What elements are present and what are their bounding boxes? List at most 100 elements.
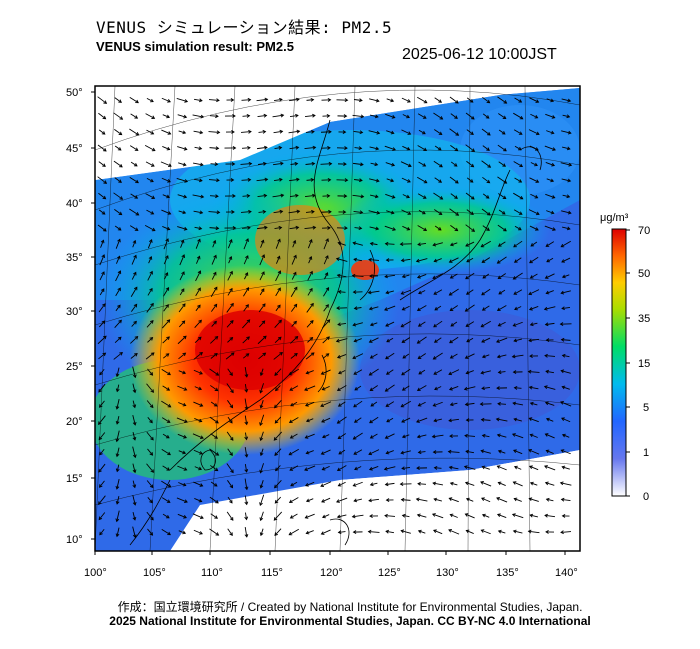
wind-arrow <box>464 386 476 390</box>
wind-arrow-head <box>118 179 122 183</box>
wind-arrow <box>114 225 122 231</box>
wind-arrow <box>132 480 136 488</box>
wind-arrow-head <box>278 319 282 324</box>
wind-arrow <box>512 354 524 358</box>
wind-arrow-head <box>401 274 406 279</box>
wind-arrow-head <box>352 436 357 440</box>
wind-arrow-head <box>480 529 485 533</box>
wind-arrow-head <box>502 115 507 120</box>
wind-arrow-head <box>511 354 516 359</box>
wind-arrow-head <box>293 303 298 308</box>
wind-arrow <box>193 401 203 407</box>
wind-arrow <box>290 163 298 165</box>
wind-arrow-head <box>369 355 374 359</box>
lat-tick-label: 15° <box>66 473 83 485</box>
wind-arrow-head <box>400 291 405 295</box>
wind-arrow-head <box>487 164 492 168</box>
wind-arrow <box>384 305 396 311</box>
wind-arrow-head <box>165 353 170 357</box>
wind-arrow-head <box>263 161 267 166</box>
wind-arrow <box>385 243 395 245</box>
wind-arrow-head <box>133 271 137 276</box>
wind-arrow <box>544 514 556 518</box>
wind-arrow-head <box>447 449 452 454</box>
wind-arrow-head <box>448 386 453 391</box>
wind-arrow-head <box>150 436 154 441</box>
wind-arrow-head <box>183 515 187 519</box>
wind-arrow-head <box>528 291 533 296</box>
wind-arrow-head <box>321 499 325 503</box>
wind-arrow-head <box>200 194 205 199</box>
wind-arrow-head <box>290 402 294 407</box>
wind-arrow <box>210 433 218 439</box>
wind-arrow-head <box>497 243 502 247</box>
wind-arrow <box>259 271 265 281</box>
wind-arrow-head <box>417 450 422 455</box>
wind-arrow-head <box>401 387 406 391</box>
wind-arrow <box>305 433 315 439</box>
wind-arrow-head <box>304 435 309 439</box>
wind-arrow-head <box>438 211 443 215</box>
wind-arrow-head <box>336 273 341 278</box>
wind-arrow-head <box>417 323 422 327</box>
wind-arrow <box>162 385 170 391</box>
wind-arrow-head <box>274 499 279 504</box>
wind-arrow-head <box>449 481 454 486</box>
wind-arrow <box>115 239 121 249</box>
lon-tick-label: 110° <box>201 567 223 579</box>
wind-arrow-head <box>311 161 316 166</box>
wind-arrow <box>226 303 234 313</box>
wind-arrow <box>513 321 523 327</box>
wind-arrow-head <box>116 255 121 260</box>
wind-arrow-head <box>344 226 348 231</box>
wind-arrow <box>208 131 220 133</box>
wind-arrow <box>162 433 170 439</box>
wind-arrow-head <box>449 275 454 279</box>
wind-arrow-head <box>343 114 348 118</box>
lat-tick-label: 40° <box>66 198 83 210</box>
wind-arrow-head <box>102 163 106 167</box>
wind-arrow <box>307 271 313 281</box>
wind-arrow-head <box>417 242 421 247</box>
wind-arrow <box>401 177 411 183</box>
wind-arrow <box>513 240 523 248</box>
wind-arrow <box>305 481 315 487</box>
wind-arrow-head <box>527 529 532 534</box>
wind-arrow <box>498 209 506 215</box>
wind-arrow <box>352 275 364 277</box>
wind-arrow <box>242 115 250 117</box>
wind-arrow <box>177 465 187 471</box>
wind-arrow <box>161 209 171 215</box>
wind-arrow <box>434 177 442 183</box>
wind-arrow-head <box>277 304 281 309</box>
wind-arrow-head <box>295 113 299 118</box>
wind-arrow-head <box>215 194 219 199</box>
wind-arrow-head <box>561 385 566 390</box>
wind-arrow-head <box>455 180 459 184</box>
wind-arrow-head <box>115 420 120 425</box>
wind-arrow-head <box>183 146 188 151</box>
wind-arrow-head <box>470 116 475 120</box>
wind-arrow-head <box>485 115 490 119</box>
wind-arrow-head <box>529 433 534 438</box>
wind-arrow <box>244 366 248 378</box>
wind-arrow-head <box>503 147 507 152</box>
wind-arrow <box>449 497 459 503</box>
wind-arrow-head <box>214 467 219 472</box>
wind-arrow-head <box>327 177 332 182</box>
wind-arrow <box>320 211 332 213</box>
wind-arrow-head <box>324 272 329 276</box>
wind-arrow <box>370 194 378 198</box>
wind-arrow-head <box>213 483 218 487</box>
wind-arrow-head <box>248 209 252 214</box>
wind-arrow-head <box>289 435 294 439</box>
wind-arrow-head <box>148 239 153 243</box>
wind-arrow <box>433 401 443 407</box>
wind-arrow <box>274 147 282 149</box>
wind-arrow-head <box>567 210 572 215</box>
wind-arrow <box>514 387 522 389</box>
wind-arrow-head <box>535 131 540 136</box>
wind-arrow-head <box>197 336 202 341</box>
wind-arrow-head <box>119 196 124 200</box>
wind-arrow <box>289 146 299 150</box>
